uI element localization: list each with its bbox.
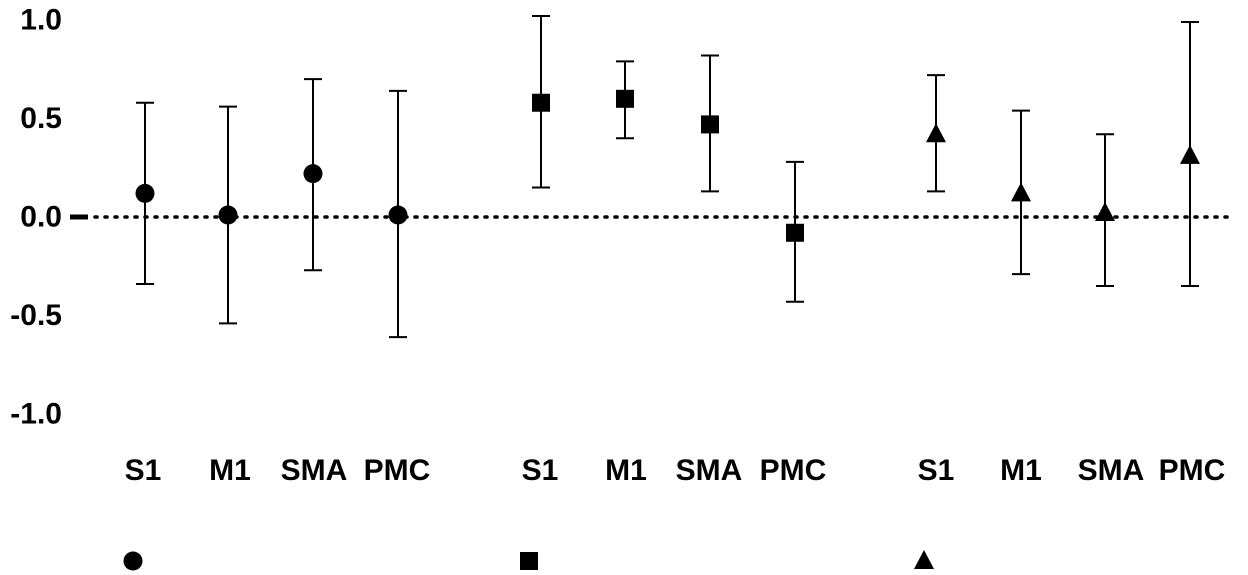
legend-triangle-marker	[914, 550, 934, 569]
square-s1-point	[532, 93, 550, 112]
square-pmc-point	[786, 223, 804, 242]
square-m1-point	[616, 89, 634, 108]
circle-s1-point	[135, 183, 155, 203]
triangle-pmc-point	[1180, 144, 1200, 164]
category-label: S1	[522, 454, 559, 487]
triangle-s1-point	[926, 123, 946, 143]
y-tick-label: 0.5	[20, 102, 62, 135]
triangle-m1-point	[1011, 182, 1031, 202]
category-label: SMA	[281, 454, 348, 487]
circle-sma-point	[303, 164, 323, 184]
y-tick-label: 0.0	[20, 201, 62, 234]
category-label: PMC	[364, 454, 431, 487]
category-label: SMA	[676, 454, 743, 487]
category-label: S1	[125, 454, 162, 487]
category-label: M1	[209, 454, 251, 487]
category-label: M1	[1000, 454, 1042, 487]
legend-circle-marker	[123, 551, 143, 571]
category-label: PMC	[1159, 454, 1226, 487]
square-sma-point	[701, 115, 719, 134]
category-label: M1	[605, 454, 647, 487]
legend-square-marker	[520, 552, 538, 570]
y-tick-label: -1.0	[10, 398, 62, 431]
y-tick-label: 1.0	[20, 4, 62, 37]
category-label: PMC	[760, 454, 827, 487]
category-label: S1	[918, 454, 955, 487]
circle-pmc-point	[388, 205, 408, 225]
circle-m1-point	[218, 205, 238, 225]
category-label: SMA	[1078, 454, 1145, 487]
y-tick-label: -0.5	[10, 299, 62, 332]
triangle-sma-point	[1095, 202, 1115, 222]
